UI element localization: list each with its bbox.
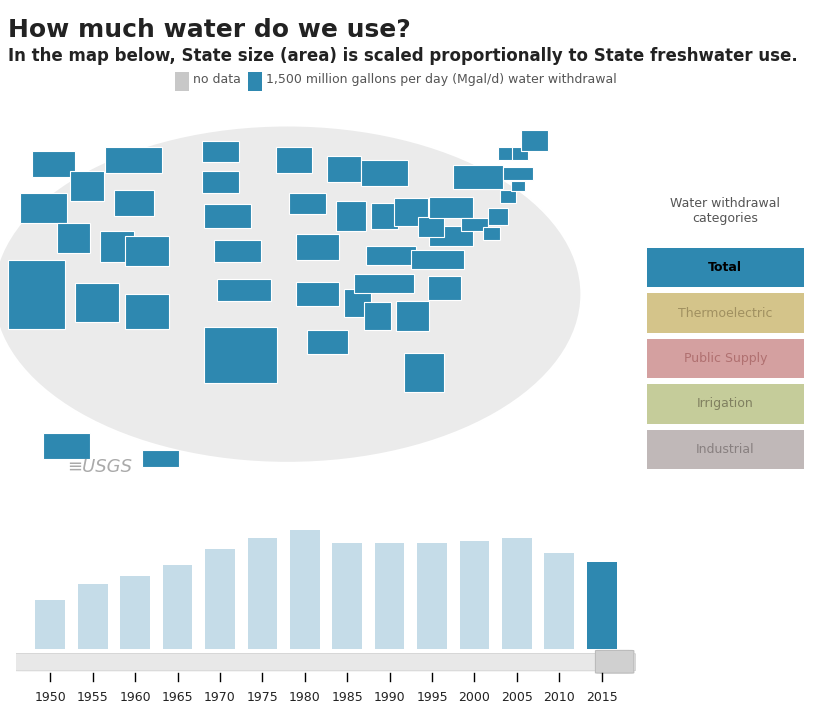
FancyBboxPatch shape [100,231,134,262]
FancyBboxPatch shape [647,339,804,379]
FancyBboxPatch shape [105,147,162,173]
Bar [544,553,575,649]
FancyBboxPatch shape [361,160,408,186]
FancyBboxPatch shape [430,197,473,218]
FancyBboxPatch shape [512,147,528,160]
FancyBboxPatch shape [296,234,339,260]
Text: 2005: 2005 [501,691,533,704]
FancyBboxPatch shape [336,201,366,231]
FancyBboxPatch shape [395,301,429,331]
FancyBboxPatch shape [217,279,271,301]
FancyBboxPatch shape [20,193,67,223]
FancyBboxPatch shape [8,260,65,329]
FancyBboxPatch shape [394,198,428,226]
Text: Total: Total [708,261,742,274]
Bar [587,562,617,649]
Text: 1975: 1975 [246,691,278,704]
Bar [502,538,531,649]
Text: 1955: 1955 [77,691,108,704]
Text: 2000: 2000 [459,691,491,704]
FancyBboxPatch shape [113,190,154,216]
Text: no data: no data [193,74,241,87]
Text: Water withdrawal
categories: Water withdrawal categories [671,197,780,224]
Bar [248,538,277,649]
FancyBboxPatch shape [411,249,465,269]
Text: 1,500 million gallons per day (Mgal/d) water withdrawal: 1,500 million gallons per day (Mgal/d) w… [266,74,617,87]
Bar [417,544,447,649]
FancyBboxPatch shape [482,227,500,240]
Text: 1980: 1980 [289,691,320,704]
Bar [121,576,150,649]
Text: 1960: 1960 [119,691,151,704]
FancyBboxPatch shape [596,650,634,673]
Text: 1970: 1970 [204,691,236,704]
FancyBboxPatch shape [214,240,261,262]
Text: 2010: 2010 [544,691,575,704]
FancyBboxPatch shape [488,208,508,225]
FancyBboxPatch shape [503,167,533,180]
FancyBboxPatch shape [70,171,104,201]
FancyBboxPatch shape [428,275,461,299]
FancyBboxPatch shape [404,353,444,392]
FancyBboxPatch shape [126,294,169,329]
Text: Industrial: Industrial [696,443,755,456]
FancyBboxPatch shape [202,141,239,162]
Bar [175,72,189,91]
Text: 1965: 1965 [161,691,193,704]
FancyBboxPatch shape [647,248,804,288]
Bar [248,72,262,91]
FancyBboxPatch shape [289,193,326,214]
FancyBboxPatch shape [522,130,548,151]
FancyBboxPatch shape [10,653,636,671]
FancyBboxPatch shape [43,433,90,459]
Text: 1985: 1985 [332,691,363,704]
FancyBboxPatch shape [307,329,347,353]
Bar [77,584,108,649]
FancyBboxPatch shape [500,190,516,203]
Text: Irrigation: Irrigation [697,397,754,410]
Bar [460,541,489,649]
Bar [333,544,362,649]
Text: 1950: 1950 [34,691,66,704]
FancyBboxPatch shape [430,226,473,245]
FancyBboxPatch shape [275,147,312,173]
FancyBboxPatch shape [647,293,804,333]
Text: 1990: 1990 [374,691,405,704]
Bar [35,600,65,649]
FancyBboxPatch shape [296,282,339,306]
FancyBboxPatch shape [461,218,488,231]
Ellipse shape [0,125,581,463]
Text: 1995: 1995 [416,691,448,704]
Text: In the map below, State size (area) is scaled proportionally to State freshwater: In the map below, State size (area) is s… [8,47,798,65]
FancyBboxPatch shape [204,327,277,383]
Text: 2015: 2015 [586,691,618,704]
FancyBboxPatch shape [328,156,361,182]
FancyBboxPatch shape [57,223,90,253]
FancyBboxPatch shape [647,430,804,469]
FancyBboxPatch shape [647,384,804,424]
Bar [290,530,319,649]
FancyBboxPatch shape [75,283,119,322]
Bar [205,549,235,649]
FancyBboxPatch shape [453,165,503,189]
FancyBboxPatch shape [344,288,371,317]
Text: ≡USGS: ≡USGS [67,458,132,476]
FancyBboxPatch shape [371,203,398,229]
FancyBboxPatch shape [511,180,525,191]
Text: Public Supply: Public Supply [684,352,767,365]
FancyBboxPatch shape [355,273,414,293]
FancyBboxPatch shape [204,204,251,228]
FancyBboxPatch shape [366,245,416,265]
FancyBboxPatch shape [418,217,444,236]
FancyBboxPatch shape [126,236,169,266]
Text: Thermoelectric: Thermoelectric [678,306,773,319]
FancyBboxPatch shape [498,147,515,160]
Text: How much water do we use?: How much water do we use? [8,18,411,42]
Bar [375,544,404,649]
FancyBboxPatch shape [364,301,391,329]
Bar [163,565,192,649]
FancyBboxPatch shape [32,151,75,177]
FancyBboxPatch shape [202,171,239,193]
FancyBboxPatch shape [142,450,178,467]
